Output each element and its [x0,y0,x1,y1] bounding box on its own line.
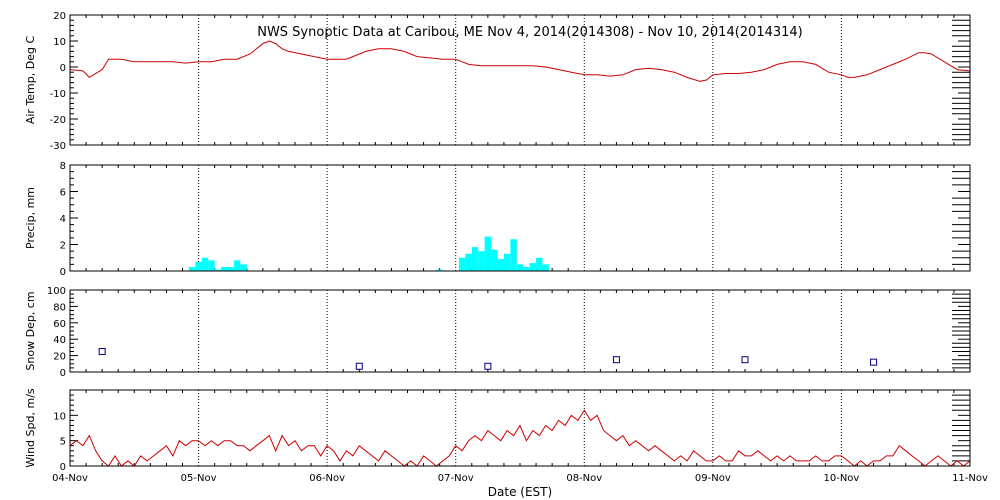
precip-bar [516,264,524,271]
y-tick-label: 60 [53,319,66,330]
panel-frame [69,289,971,373]
chart-panels: -30 -20 -10 0 10 20 Air Temp, Deg C 0 2 4 6 8 Precip… [24,11,971,473]
precip-bar [233,260,241,271]
panel-3: 0 5 10 Wind Spd, m/s [24,388,971,473]
precip-bar [503,253,511,271]
precip-bar [221,267,228,271]
x-tick-labels: 04-Nov 05-Nov 06-Nov 07-Nov 08-Nov 09-Nov 10-N… [52,473,988,484]
y-tick-label: 6 [60,188,66,199]
snow-depth-point [355,362,363,370]
snow-depth-point [612,356,620,364]
precip-bar [478,251,485,271]
precip-bar [214,269,222,271]
precip-bar [510,239,517,271]
precip-bar [227,267,234,271]
x-tick-label: 08-Nov [566,473,602,484]
precip-bar [536,257,543,271]
x-tick-label: 05-Nov [181,473,217,484]
precip-bar [201,257,209,271]
y-tick-label: -20 [50,115,66,126]
y-tick-label: 8 [60,161,66,172]
precip-bar [491,249,498,271]
snow-depth-point [870,358,878,366]
x-axis-label: Date (EST) [488,485,552,499]
panel-frame [69,164,971,272]
y-axis-label: Snow Dep, cm [24,291,37,370]
y-tick-label: 80 [53,302,66,313]
precip-bar [188,267,196,271]
precip-bar [542,264,549,271]
air-temp-line [69,40,971,82]
precip-bar [529,263,537,271]
precip-bar [471,247,479,271]
precip-bar [523,267,530,271]
y-tick-label: 5 [60,437,66,448]
precip-bar [240,264,247,271]
y-tick-label: 0 [60,267,66,278]
y-tick-label: -10 [50,89,66,100]
y-axis-label: Precip, mm [24,187,37,249]
x-tick-label: 06-Nov [309,473,345,484]
precip-bar [465,253,472,271]
y-tick-label: 0 [60,63,66,74]
snow-depth-point [98,348,106,355]
y-tick-label: 2 [60,241,66,252]
panel-0: -30 -20 -10 0 10 20 Air Temp, Deg C [24,11,971,152]
y-axis-label: Air Temp, Deg C [24,36,37,125]
precip-bar [497,259,504,271]
chart-title: NWS Synoptic Data at Caribou, ME Nov 4, … [257,25,803,40]
precip-bar [458,257,466,271]
panel-frame [69,14,971,146]
panel-1: 0 2 4 6 8 Precip, mm [24,161,971,278]
x-tick-label: 10-Nov [823,473,859,484]
y-tick-label: 100 [47,286,66,297]
y-tick-label: 40 [53,335,66,346]
y-tick-label: 0 [60,462,66,473]
precip-bar [484,236,492,271]
y-tick-label: 4 [60,214,66,225]
panel-2: 0 20 40 60 80 100 Snow Dep, cm [24,286,971,379]
x-tick-label: 07-Nov [438,473,474,484]
x-tick-label: 04-Nov [52,473,88,484]
y-axis-label: Wind Spd, m/s [24,388,37,468]
wind-speed-line [69,409,971,467]
precip-bar [195,261,202,271]
snow-depth-point [741,356,749,364]
y-tick-label: 10 [53,37,66,48]
x-tick-label: 09-Nov [695,473,731,484]
precip-bar [208,260,215,271]
precip-bar [435,269,443,271]
y-tick-label: 20 [53,352,66,363]
y-tick-label: 0 [60,368,66,379]
y-tick-label: 10 [53,411,66,422]
panel-frame [69,389,971,467]
y-tick-label: 20 [53,11,66,22]
x-tick-label: 11-Nov [952,473,988,484]
y-tick-label: -30 [50,141,66,152]
snow-depth-point [484,362,492,370]
